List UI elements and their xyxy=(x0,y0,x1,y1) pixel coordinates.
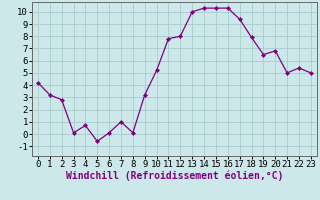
X-axis label: Windchill (Refroidissement éolien,°C): Windchill (Refroidissement éolien,°C) xyxy=(66,171,283,181)
